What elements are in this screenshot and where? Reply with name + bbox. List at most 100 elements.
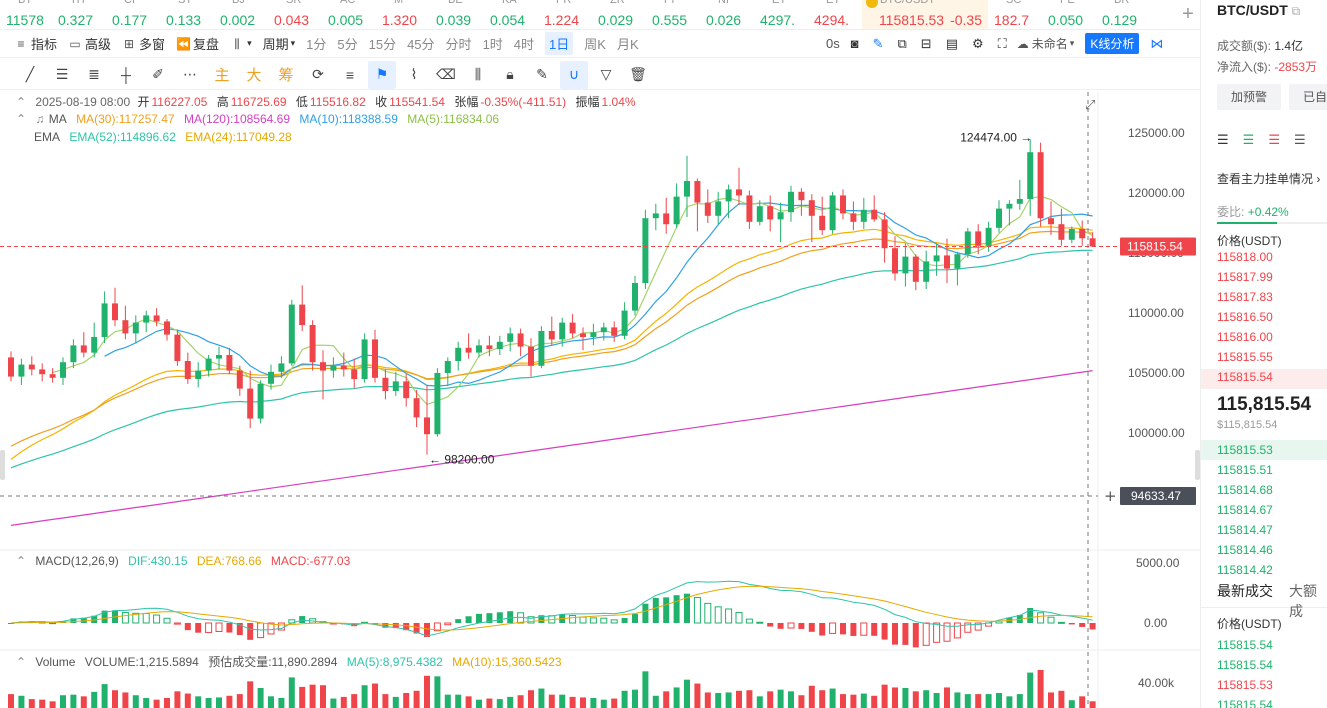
chip-distribution-button[interactable]: 筹 xyxy=(278,67,294,84)
ticker-item[interactable]: BE 0.039 xyxy=(430,0,484,29)
ask-row[interactable]: 115817.83 xyxy=(1217,290,1273,304)
ticker-item[interactable]: BJ 0.002 xyxy=(214,0,268,29)
ticker-item[interactable]: NF 0.026 xyxy=(700,0,754,29)
period-tab[interactable]: 1时 xyxy=(482,37,503,52)
ticker-item[interactable]: SR 0.043 xyxy=(268,0,322,29)
bell-icon[interactable]: ♫ xyxy=(35,112,45,126)
period-tab[interactable]: 5分 xyxy=(337,37,358,52)
add-alert-button[interactable]: 加预警 xyxy=(1217,84,1282,110)
asks-only-icon[interactable]: ☰ xyxy=(1268,132,1280,147)
big-order-button[interactable]: 大 xyxy=(246,67,262,84)
cloud-layout-dropdown[interactable]: ☁ 未命名 ▾ xyxy=(1017,35,1075,52)
ask-row[interactable]: 115816.50 xyxy=(1217,310,1273,324)
ticker-item[interactable]: PE 0.050 xyxy=(1042,0,1096,29)
copy-icon[interactable]: ⧉ xyxy=(1291,4,1301,18)
ask-row[interactable]: 115817.99 xyxy=(1217,270,1273,284)
ticker-item[interactable]: BT 11578 xyxy=(0,0,52,29)
indicator-button[interactable]: ≡ 指标 xyxy=(14,34,57,53)
candle-type-button[interactable]: ⫼ ▾ xyxy=(230,37,251,51)
compare-icon[interactable]: ⊟ xyxy=(920,35,932,51)
brush-icon[interactable]: ✐ xyxy=(152,66,164,82)
period-tab[interactable]: 4时 xyxy=(513,37,535,52)
ticker-item[interactable]: ZR 0.029 xyxy=(592,0,646,29)
list-icon[interactable]: ☰ xyxy=(1293,132,1306,147)
ticker-item[interactable]: KA 0.054 xyxy=(484,0,538,29)
expand-chart-icon[interactable]: ⤢ xyxy=(1085,98,1095,113)
magnet-icon[interactable]: ∪ xyxy=(560,60,588,89)
ticker-item[interactable]: SC 182.7 xyxy=(988,0,1042,29)
ticker-item[interactable]: AC 0.005 xyxy=(322,0,376,29)
ticker-item[interactable]: PR 1.224 xyxy=(538,0,592,29)
camera-icon[interactable]: ◙ xyxy=(850,36,859,51)
bids-only-icon[interactable]: ☰ xyxy=(1242,132,1255,147)
period-tab[interactable]: 分时 xyxy=(445,37,472,52)
ticker-item[interactable]: M 1.320 xyxy=(376,0,430,29)
added-button[interactable]: 已自 xyxy=(1289,84,1327,110)
main-indicator-button[interactable]: 主 xyxy=(214,67,230,84)
bid-row[interactable]: 115814.68 xyxy=(1217,483,1273,497)
bid-row[interactable]: 115814.42 xyxy=(1217,563,1273,577)
period-tab[interactable]: 月K xyxy=(616,37,639,52)
period-tab[interactable]: 45分 xyxy=(407,37,435,52)
multiwin-button[interactable]: ⊞ 多窗 xyxy=(122,34,165,53)
ticker-item[interactable]: ST 0.133 xyxy=(160,0,214,29)
parallel-lines-icon[interactable]: ≣ xyxy=(88,66,100,82)
ask-row[interactable]: 115816.00 xyxy=(1217,330,1273,344)
period-tab[interactable]: 15分 xyxy=(368,37,397,52)
both-sides-icon[interactable]: ☰ xyxy=(1217,132,1229,147)
period-tab[interactable]: 1分 xyxy=(306,37,327,52)
ask-row[interactable]: 115815.54 xyxy=(1217,370,1273,384)
kline-analysis-button[interactable]: K线分析 xyxy=(1085,33,1140,54)
period-dropdown[interactable]: 周期 ▾ xyxy=(263,34,296,53)
tab-large-trades[interactable]: 大额成 xyxy=(1289,583,1317,619)
share-icon[interactable]: ⋈ xyxy=(1150,35,1164,51)
period-tab[interactable]: 周K xyxy=(584,37,606,52)
kline-chart[interactable]: 125000.00120000.00115000.00110000.001050… xyxy=(0,92,1200,708)
eraser-icon[interactable]: ⌫ xyxy=(436,66,456,82)
sync-icon[interactable]: ⟳ xyxy=(312,66,324,82)
period-tab[interactable]: 1日 xyxy=(545,32,574,55)
ticker-item[interactable]: BR 0.129 xyxy=(1096,0,1150,29)
fib-icon[interactable]: ≡ xyxy=(345,66,355,83)
bid-row[interactable]: 115814.47 xyxy=(1217,523,1273,537)
ask-row[interactable]: 115818.00 xyxy=(1217,250,1273,264)
ticker-item[interactable]: BTC/USDT 115815.53 -0.35 xyxy=(862,0,988,29)
edit-icon[interactable]: ✎ xyxy=(872,35,884,51)
trendline-icon[interactable]: ╱ xyxy=(25,66,35,82)
fullscreen-window-icon[interactable]: ⧉ xyxy=(897,35,907,51)
volume-bar xyxy=(954,692,961,708)
layout-icon[interactable]: ▤ xyxy=(945,35,958,51)
view-main-orders-link[interactable]: 查看主力挂单情况 › xyxy=(1217,170,1320,187)
candle-body xyxy=(153,315,160,322)
candle-body xyxy=(684,181,690,197)
tab-latest-trades[interactable]: 最新成交 xyxy=(1217,583,1273,599)
ticker-item[interactable]: ET 4294. xyxy=(808,0,862,29)
ask-row[interactable]: 115815.55 xyxy=(1217,350,1273,364)
lock-icon[interactable]: 🔒︎ xyxy=(506,66,514,82)
ticker-item[interactable]: PI 0.555 xyxy=(646,0,700,29)
candle-pattern-icon[interactable]: ⫼ xyxy=(474,66,482,82)
ticker-item[interactable]: ET 4297. xyxy=(754,0,808,29)
volume-bar xyxy=(704,692,711,708)
horizontal-ray-icon[interactable]: ☰ xyxy=(55,66,69,82)
expand-icon[interactable]: ⛶ xyxy=(997,35,1007,51)
macd-bar xyxy=(777,623,784,629)
bid-row[interactable]: 115815.51 xyxy=(1217,463,1273,477)
trash-icon[interactable]: 🗑︎ xyxy=(629,66,647,82)
gear-icon[interactable]: ⚙ xyxy=(972,35,984,51)
add-tab-icon[interactable]: + xyxy=(1182,3,1194,25)
bid-row[interactable]: 115814.46 xyxy=(1217,543,1273,557)
bookmark-icon[interactable]: ⚑ xyxy=(368,60,396,89)
bid-row[interactable]: 115814.67 xyxy=(1217,503,1273,517)
horizontal-line-icon[interactable]: ┼ xyxy=(121,66,131,83)
note-icon[interactable]: ✎ xyxy=(536,66,548,82)
ruler-icon[interactable]: ⌇ xyxy=(410,66,418,82)
advanced-button[interactable]: ▭ 高级 xyxy=(68,34,111,53)
ticker-item[interactable]: TH 0.327 xyxy=(52,0,106,29)
bid-row[interactable]: 115815.53 xyxy=(1217,443,1273,457)
replay-button[interactable]: ⏪ 复盘 xyxy=(176,34,219,53)
more-icon[interactable]: ⋯ xyxy=(183,66,197,82)
ticker-item[interactable]: CI 0.177 xyxy=(106,0,160,29)
filter-icon[interactable]: ▽ xyxy=(600,66,612,82)
add-alert-icon[interactable]: + xyxy=(1104,487,1117,505)
